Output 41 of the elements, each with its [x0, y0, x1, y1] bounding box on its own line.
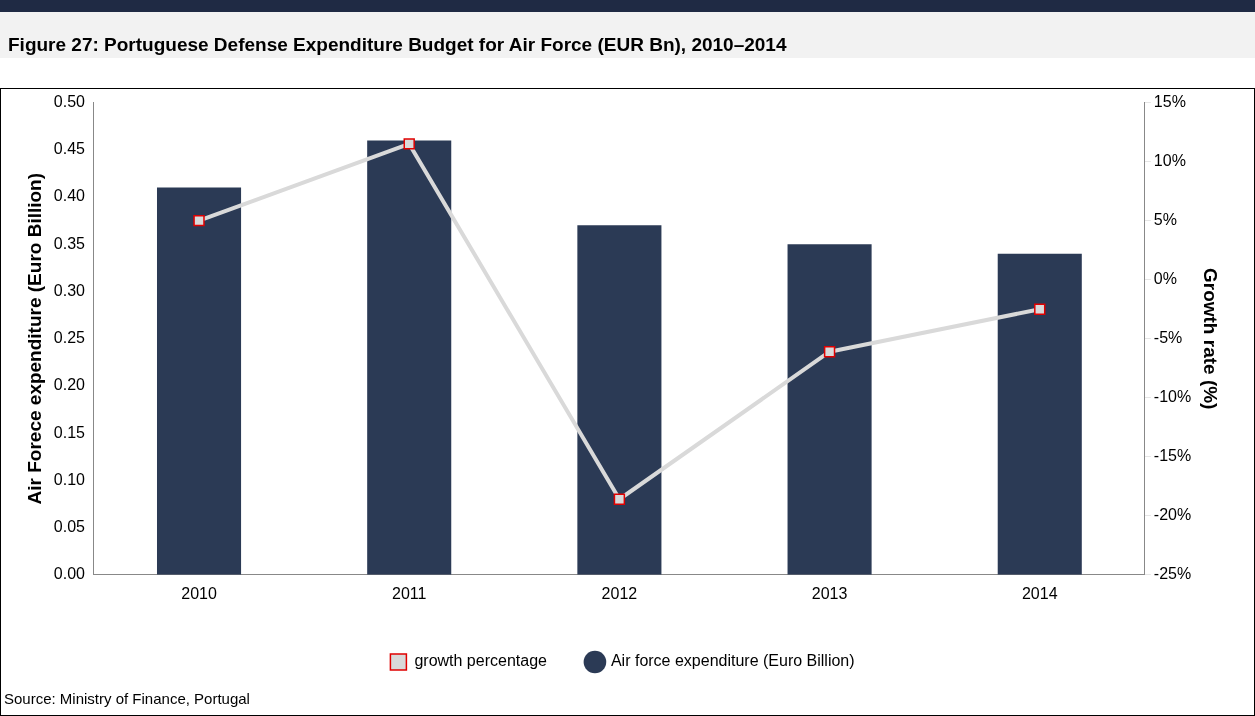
y2-tick-label: 15% — [1153, 93, 1186, 111]
x-tick-label: 2010 — [181, 584, 217, 602]
x-tick-label: 2011 — [392, 584, 427, 602]
bar — [997, 253, 1082, 575]
y-tick-label: 0.30 — [53, 281, 86, 299]
y2-tick-label: 0% — [1153, 270, 1177, 288]
y-tick-label: 0.40 — [53, 187, 86, 205]
y2-tick-label: 10% — [1153, 152, 1186, 170]
y2-tick-label: -25% — [1153, 565, 1192, 583]
bar — [577, 225, 662, 575]
x-tick-label: 2014 — [1021, 584, 1058, 602]
y-tick-label: 0.35 — [53, 234, 86, 252]
y2-tick-label: -20% — [1153, 506, 1192, 524]
y-tick-label: 0.45 — [53, 140, 86, 158]
y2-tick-label: -5% — [1153, 329, 1183, 347]
point — [613, 493, 626, 505]
point — [823, 345, 836, 358]
x-tick-label: 2012 — [601, 584, 638, 602]
legend-label: growth percentage — [414, 652, 548, 670]
y-axis-title: Air Forece expenditure (Euro Billion) — [23, 172, 45, 505]
bar — [367, 140, 452, 575]
legend-label: Air force expenditure (Euro Billion) — [610, 652, 855, 670]
point — [1034, 303, 1046, 315]
y2-tick-label: 5% — [1153, 211, 1177, 229]
y-tick-label: 0.25 — [53, 329, 86, 347]
y-tick-label: 0.00 — [53, 565, 86, 583]
y-tick-label: 0.50 — [53, 93, 86, 111]
point — [193, 214, 205, 227]
bar — [787, 244, 872, 575]
chart-title: Figure 27: Portuguese Defense Expenditure Budget for Air Force (EUR Bn), 2010–2014 — [8, 34, 787, 55]
x-tick-label: 2013 — [811, 584, 848, 602]
y-tick-label: 0.20 — [53, 376, 86, 394]
source-note: Source: Ministry of Finance, Portugal — [4, 690, 250, 707]
y2-tick-label: -10% — [1153, 388, 1192, 406]
y2-tick-label: -15% — [1153, 447, 1192, 465]
y-tick-label: 0.10 — [53, 470, 86, 488]
y-tick-label: 0.15 — [53, 423, 86, 441]
y-tick-label: 0.05 — [53, 517, 86, 535]
bar — [157, 187, 242, 575]
y2-axis-title: Growth rate (%) — [1200, 267, 1222, 410]
point — [403, 138, 415, 150]
